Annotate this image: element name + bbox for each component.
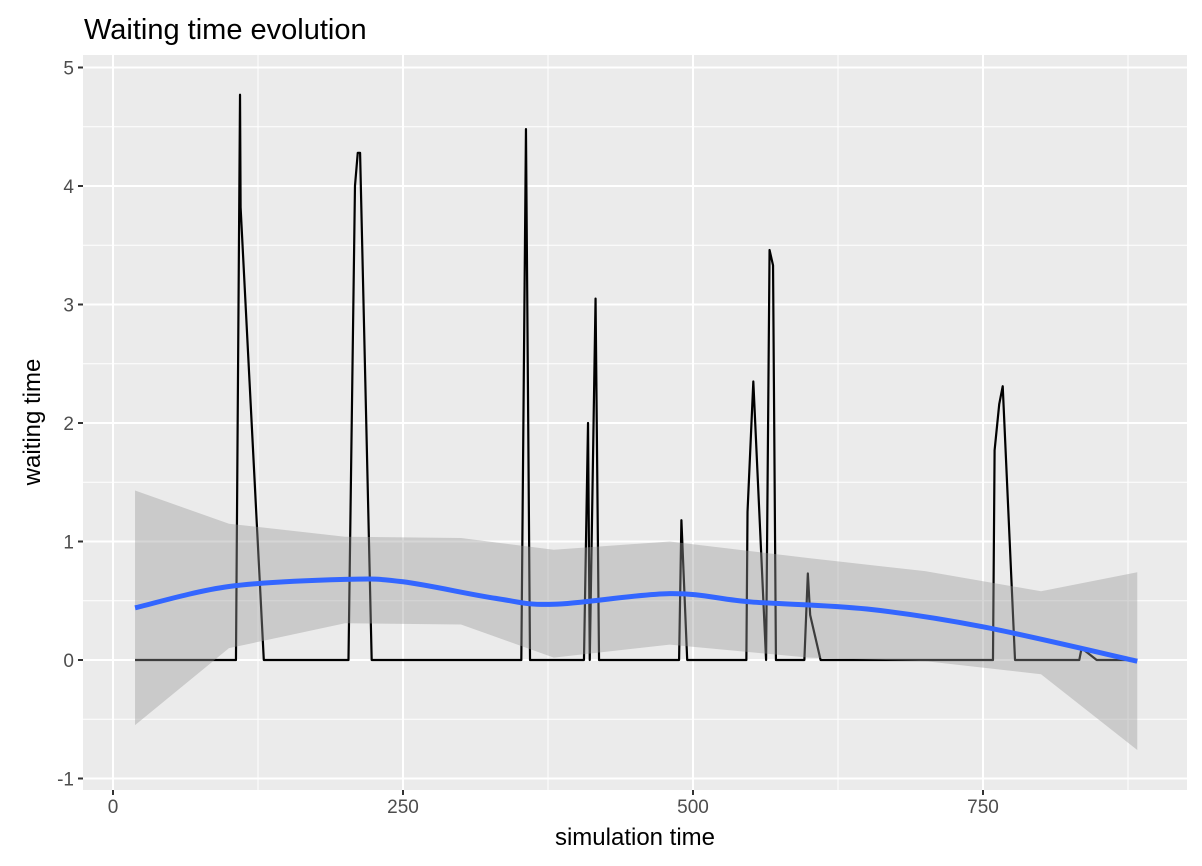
chart-title: Waiting time evolution [84,14,367,46]
y-tick-label: 3 [63,296,74,317]
y-tick-label: 1 [63,533,74,554]
x-tick-label: 250 [387,797,419,818]
y-tick-label: -1 [57,770,74,791]
x-tick-label: 750 [967,797,999,818]
confidence-band [135,490,1138,751]
y-tick-label: 5 [63,59,74,80]
waiting-time-line [135,93,1138,662]
y-tick-label: 4 [63,177,74,198]
loess-smooth-line [134,576,1138,664]
y-tick-label: 0 [63,651,74,672]
y-axis-label: waiting time [19,359,46,487]
x-axis-label: simulation time [555,824,715,851]
x-tick-label: 0 [108,797,119,818]
x-tick-label: 500 [677,797,709,818]
y-tick-label: 2 [63,414,74,435]
